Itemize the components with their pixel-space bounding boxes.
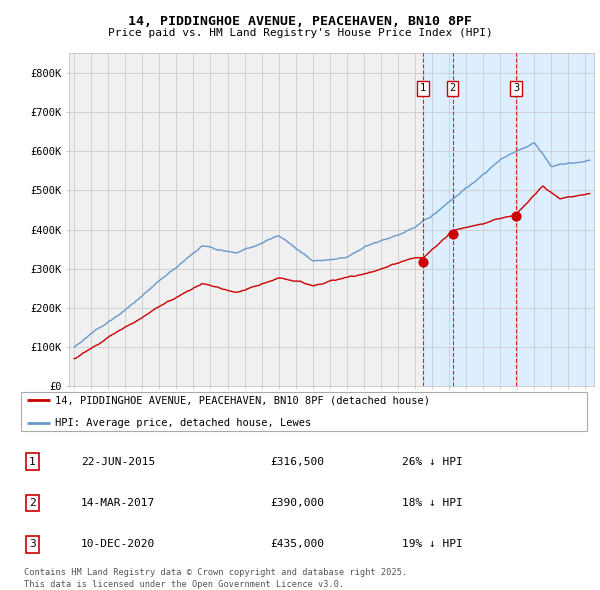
Text: HPI: Average price, detached house, Lewes: HPI: Average price, detached house, Lewe… [55,418,311,428]
Text: Price paid vs. HM Land Registry's House Price Index (HPI): Price paid vs. HM Land Registry's House … [107,28,493,38]
Text: 26% ↓ HPI: 26% ↓ HPI [402,457,463,467]
Text: 10-DEC-2020: 10-DEC-2020 [81,539,155,549]
FancyBboxPatch shape [21,392,587,431]
Text: 2: 2 [449,83,455,93]
Text: 14, PIDDINGHOE AVENUE, PEACEHAVEN, BN10 8PF (detached house): 14, PIDDINGHOE AVENUE, PEACEHAVEN, BN10 … [55,395,430,405]
Point [511,211,521,221]
Point [448,229,457,238]
Text: 14-MAR-2017: 14-MAR-2017 [81,498,155,508]
Text: 3: 3 [513,83,519,93]
Bar [423,53,600,386]
Text: £435,000: £435,000 [270,539,324,549]
Text: Contains HM Land Registry data © Crown copyright and database right 2025.: Contains HM Land Registry data © Crown c… [24,568,407,576]
Text: 19% ↓ HPI: 19% ↓ HPI [402,539,463,549]
Text: 18% ↓ HPI: 18% ↓ HPI [402,498,463,508]
Text: £390,000: £390,000 [270,498,324,508]
Text: 22-JUN-2015: 22-JUN-2015 [81,457,155,467]
Text: £316,500: £316,500 [270,457,324,467]
Text: 2: 2 [29,498,36,508]
Text: 1: 1 [420,83,426,93]
Text: This data is licensed under the Open Government Licence v3.0.: This data is licensed under the Open Gov… [24,580,344,589]
Text: 1: 1 [29,457,36,467]
Text: 3: 3 [29,539,36,549]
Text: 14, PIDDINGHOE AVENUE, PEACEHAVEN, BN10 8PF: 14, PIDDINGHOE AVENUE, PEACEHAVEN, BN10 … [128,15,472,28]
Point [418,258,428,267]
